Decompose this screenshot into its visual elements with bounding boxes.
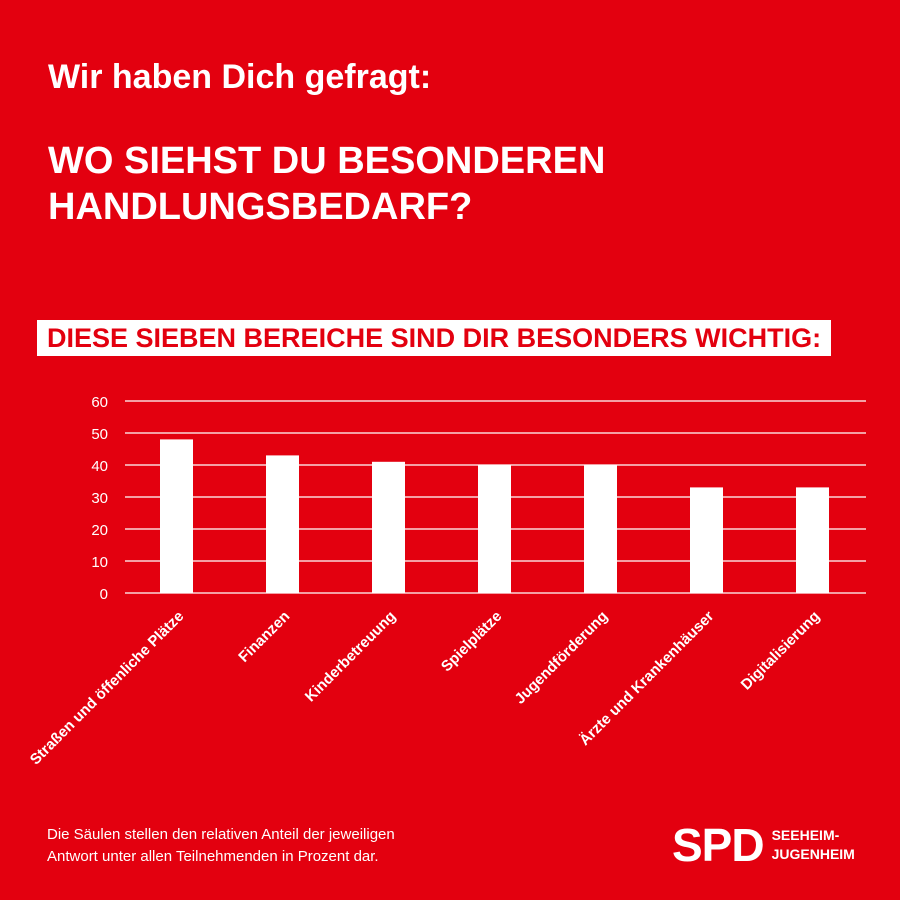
x-tick-label: Kinderbetreuung xyxy=(302,608,399,705)
y-tick-label: 0 xyxy=(100,586,108,603)
bar-chart: 0 10 20 30 40 50 60 Straßen und öffenliche Plä… xyxy=(27,394,866,769)
bar-0 xyxy=(160,439,193,593)
page-title-line-1: WO SIEHST DU BESONDEREN xyxy=(48,140,606,182)
bar-6 xyxy=(796,487,829,593)
chart-banner: DIESE SIEBEN BEREICHE SIND DIR BESONDERS… xyxy=(37,320,832,356)
bar-4 xyxy=(584,465,617,593)
y-tick-label: 10 xyxy=(91,554,108,571)
y-axis-ticks: 0 10 20 30 40 50 60 xyxy=(91,394,108,603)
y-tick-label: 30 xyxy=(91,490,108,507)
footnote: Die Säulen stellen den relativen Anteil … xyxy=(47,824,487,868)
logo-subtitle-line-2: JUGENHEIM xyxy=(771,846,855,862)
bar-5 xyxy=(690,487,723,593)
y-tick-label: 20 xyxy=(91,522,108,539)
spd-logo: SPD SEEHEIM- JUGENHEIM xyxy=(672,822,855,868)
page-title-line-2: HANDLUNGSBEDARF? xyxy=(48,186,473,228)
footnote-line-2: Antwort unter allen Teilnehmenden in Pro… xyxy=(47,848,379,865)
page-title: WO SIEHST DU BESONDEREN HANDLUNGSBEDARF? xyxy=(48,138,848,230)
footnote-line-1: Die Säulen stellen den relativen Anteil … xyxy=(47,826,395,843)
x-tick-label: Digitalisierung xyxy=(738,608,824,694)
x-axis-labels: Straßen und öffenliche Plätze Finanzen Kin… xyxy=(27,608,824,769)
bar-2 xyxy=(372,461,405,593)
y-tick-label: 40 xyxy=(91,458,108,475)
logo-mark: SPD xyxy=(672,819,765,871)
bar-1 xyxy=(266,455,299,593)
x-tick-label: Spielplätze xyxy=(438,608,505,675)
y-tick-label: 60 xyxy=(91,394,108,411)
x-tick-label: Finanzen xyxy=(235,608,293,666)
logo-subtitle-line-1: SEEHEIM- xyxy=(771,827,840,843)
y-tick-label: 50 xyxy=(91,426,108,443)
x-tick-label: Jugendförderung xyxy=(512,608,612,708)
intro-text: Wir haben Dich gefragt: xyxy=(48,58,432,96)
bars xyxy=(160,439,829,593)
logo-subtitle: SEEHEIM- JUGENHEIM xyxy=(772,826,855,864)
x-tick-label: Straßen und öffenliche Plätze xyxy=(27,608,188,769)
bar-3 xyxy=(478,465,511,593)
